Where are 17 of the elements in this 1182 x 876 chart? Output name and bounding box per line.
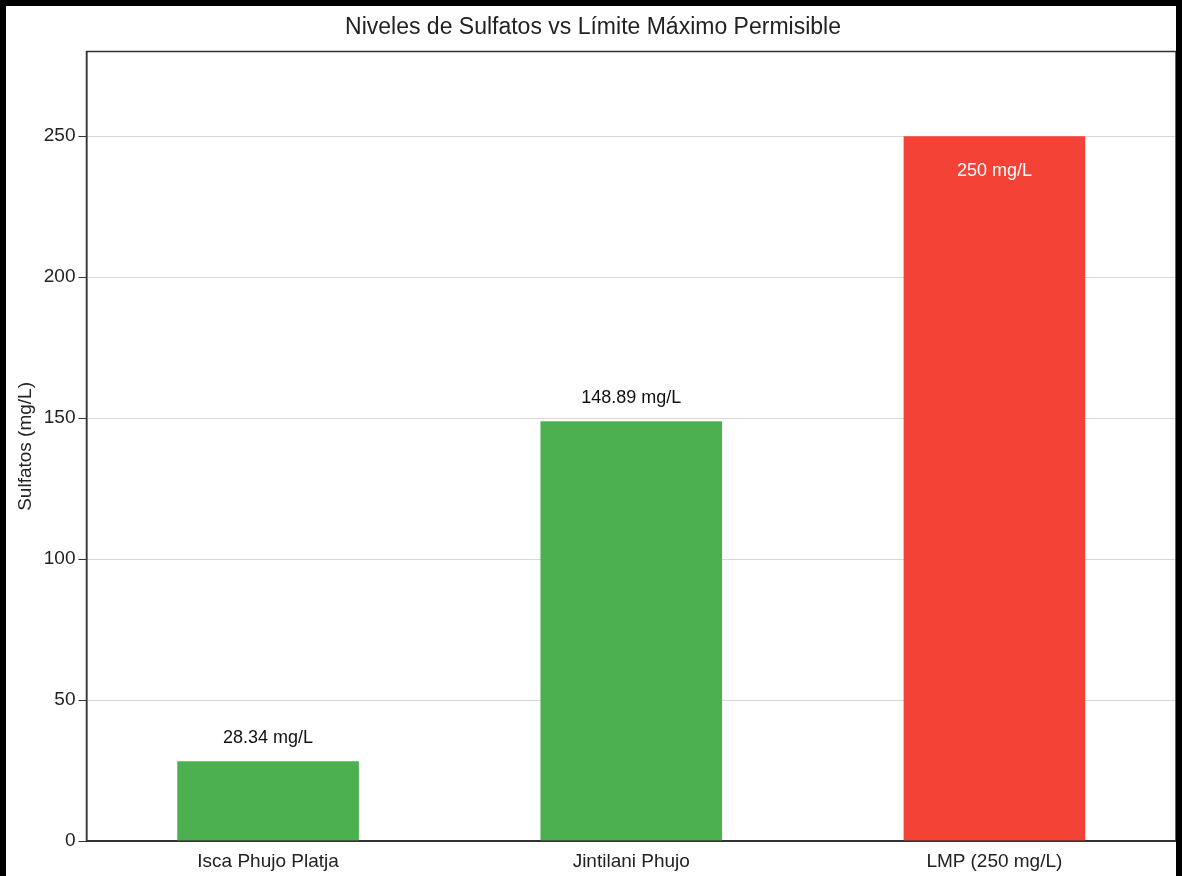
x-tick-label: Isca Phujo Platja: [197, 849, 340, 871]
x-tick-label: LMP (250 mg/L): [926, 849, 1063, 871]
y-tick-label: 100: [43, 547, 76, 569]
data-label: 28.34 mg/L: [223, 727, 314, 748]
y-tick-label: 0: [64, 829, 76, 851]
chart-title: Niveles de Sulfatos vs Límite Máximo Permisible: [345, 13, 841, 40]
bar: [903, 136, 1086, 841]
x-tick-label: Jintilani Phujo: [572, 849, 690, 871]
y-tick-label: 150: [43, 406, 76, 428]
y-tick-label: 50: [54, 688, 76, 710]
data-label: 148.89 mg/L: [581, 387, 682, 408]
y-tick-label: 200: [43, 265, 76, 287]
data-label: 250 mg/L: [956, 160, 1032, 181]
bar: [540, 421, 723, 841]
y-tick-label: 250: [43, 124, 76, 146]
bar: [177, 761, 359, 841]
y-axis-title: Sulfatos (mg/L): [13, 381, 35, 511]
